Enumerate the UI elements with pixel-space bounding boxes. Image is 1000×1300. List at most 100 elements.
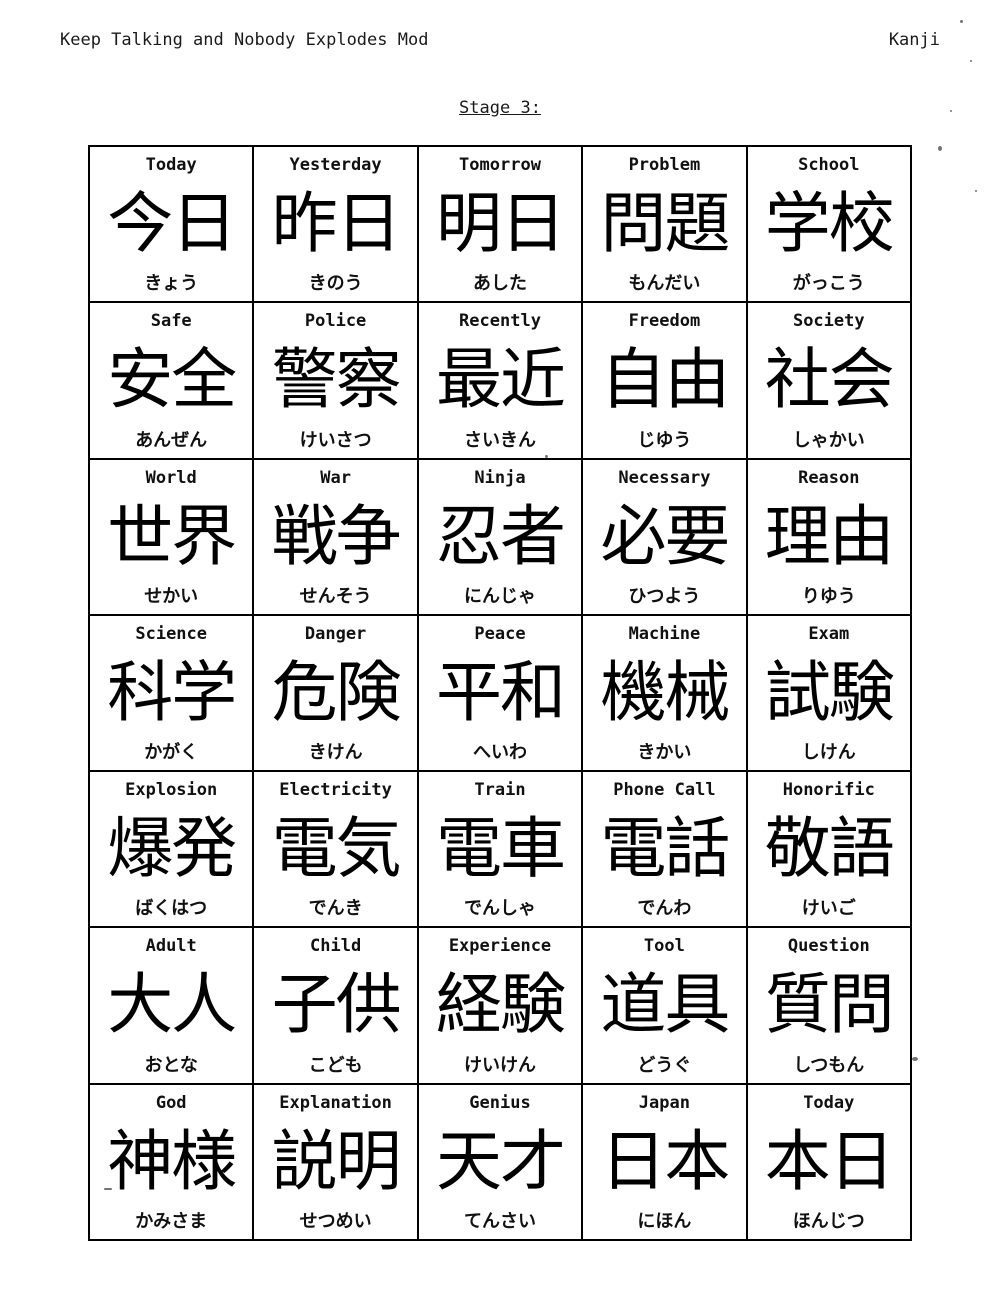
- speck: [960, 20, 963, 23]
- kanji-cell: World 世界 せかい: [90, 459, 255, 616]
- kanji-characters: 本日: [764, 1122, 895, 1200]
- english-meaning: Tomorrow: [459, 155, 541, 175]
- kanji-cell: Train 電車 でんしゃ: [418, 772, 584, 929]
- kanji-characters: 神様: [107, 1122, 237, 1200]
- kanji-cell: Science 科学 かがく: [90, 615, 255, 773]
- kanji-characters: 説明: [271, 1122, 402, 1200]
- english-meaning: Ninja: [474, 467, 526, 488]
- english-meaning: Genius: [469, 1092, 531, 1113]
- kana-reading: じゆう: [637, 429, 692, 451]
- kanji-characters: 電気: [271, 810, 402, 888]
- kanji-cell: Peace 平和へいわ: [418, 615, 584, 773]
- kanji-cell: God 神様かみさま: [90, 1084, 255, 1241]
- kana-reading: ひつよう: [628, 585, 701, 607]
- kana-reading: てんさい: [463, 1211, 536, 1232]
- speck: [975, 190, 977, 192]
- kanji-characters: 経験: [435, 966, 566, 1044]
- kana-reading: かみさま: [135, 1211, 208, 1232]
- kanji-cell: Danger 危険 きけん: [254, 615, 419, 773]
- kana-reading: あした: [472, 273, 527, 295]
- kanji-characters: 理由: [764, 497, 895, 575]
- english-meaning: Explanation: [279, 1092, 392, 1113]
- header-title: Keep Talking and Nobody Explodes Mod: [60, 30, 429, 50]
- english-meaning: God: [155, 1092, 187, 1113]
- kanji-characters: 質問: [764, 966, 895, 1044]
- kanji-cell: Question 質問 しつもん: [747, 928, 912, 1085]
- english-meaning: Police: [304, 311, 367, 332]
- kana-reading: けいご: [801, 898, 856, 920]
- kanji-cell: Ninja 忍者 にんじゃ: [418, 459, 584, 616]
- kana-reading: へいわ: [472, 742, 527, 764]
- kana-reading: あんぜん: [135, 429, 208, 451]
- kanji-cell: Today 今日 きょう: [90, 147, 255, 304]
- english-meaning: Adult: [145, 936, 197, 957]
- kanji-characters: 試験: [764, 653, 895, 731]
- kanji-cell: War 戦争 せんそう: [254, 459, 419, 616]
- kanji-characters: 社会: [764, 341, 895, 419]
- english-meaning: Peace: [474, 623, 526, 644]
- kana-reading: ばくはつ: [135, 898, 208, 920]
- kanji-cell: Genius 天才 てんさい: [418, 1084, 584, 1241]
- kanji-cell: Machine 機械 きかい: [583, 615, 748, 773]
- english-meaning: Child: [310, 936, 362, 957]
- kanji-cell: Tool 道具 どうぐ: [583, 928, 748, 1085]
- kanji-characters: 問題: [600, 185, 730, 262]
- kana-reading: かがく: [144, 742, 199, 764]
- kanji-table: Today 今日 きょう Yesterday 昨日 きのう Tomorrow 明日 あした Pro…: [88, 145, 912, 1241]
- speck: [950, 110, 952, 112]
- kanji-characters: 最近: [435, 341, 566, 419]
- speck: [104, 1188, 112, 1190]
- kanji-characters: 学校: [764, 185, 895, 262]
- kanji-characters: 必要: [600, 497, 730, 575]
- kana-reading: きけん: [308, 742, 363, 764]
- kana-reading: きょう: [144, 273, 199, 295]
- kanji-characters: 平和: [435, 653, 566, 731]
- kanji-cell: Yesterday 昨日 きのう: [254, 147, 419, 304]
- kana-reading: りゆう: [801, 585, 856, 607]
- kanji-cell: Electricity 電気でんき: [254, 772, 419, 929]
- kanji-characters: 昨日: [271, 185, 402, 262]
- kanji-characters: 明日: [435, 185, 566, 262]
- kanji-characters: 戦争: [271, 497, 402, 575]
- english-meaning: Experience: [448, 936, 552, 957]
- kana-reading: さいきん: [463, 429, 536, 451]
- english-meaning: Phone Call: [613, 780, 716, 801]
- kanji-cell: Tomorrow 明日あした: [418, 147, 584, 304]
- kanji-cell: Experience 経験けいけん: [418, 928, 584, 1085]
- english-meaning: Train: [474, 780, 526, 801]
- kanji-cell: School 学校 がっこう: [747, 147, 912, 304]
- stage-title: Stage 3:: [459, 98, 541, 118]
- kanji-cell: Phone Call 電話 でんわ: [583, 772, 748, 929]
- english-meaning: Japan: [638, 1092, 690, 1113]
- kanji-characters: 警察: [271, 341, 402, 419]
- kana-reading: けいけん: [463, 1054, 536, 1076]
- english-meaning: Tool: [643, 936, 685, 957]
- english-meaning: Necessary: [618, 467, 711, 488]
- kanji-characters: 爆発: [107, 810, 237, 888]
- english-meaning: Electricity: [279, 780, 392, 801]
- kanji-characters: 危険: [271, 653, 402, 731]
- kanji-cell: Explosion 爆発 ばくはつ: [90, 772, 255, 929]
- english-meaning: Honorific: [782, 780, 875, 801]
- kana-reading: けいさつ: [299, 429, 372, 451]
- kanji-cell: Reason 理由りゆう: [747, 459, 912, 616]
- english-meaning: Reason: [798, 467, 860, 488]
- kanji-cell: Necessary 必要ひつよう: [583, 459, 748, 616]
- kanji-cell: Society 社会 しゃかい: [747, 303, 912, 460]
- kanji-characters: 今日: [107, 185, 237, 262]
- english-meaning: Safe: [150, 311, 192, 332]
- kanji-cell: Japan 日本 にほん: [583, 1084, 748, 1241]
- english-meaning: Machine: [628, 623, 701, 644]
- kana-reading: こども: [308, 1054, 363, 1076]
- kanji-characters: 道具: [600, 966, 730, 1044]
- kana-reading: でんき: [308, 898, 363, 920]
- kanji-characters: 日本: [600, 1122, 730, 1200]
- kanji-cell: Safe 安全 あんぜん: [90, 303, 255, 460]
- kanji-characters: 電話: [600, 810, 730, 888]
- english-meaning: Science: [135, 623, 208, 644]
- kanji-cell: Recently 最近 さいきん: [418, 303, 584, 460]
- kana-reading: ほんじつ: [792, 1211, 865, 1232]
- english-meaning: Question: [787, 936, 870, 957]
- kana-reading: おとな: [144, 1054, 198, 1076]
- kanji-characters: 世界: [107, 497, 237, 575]
